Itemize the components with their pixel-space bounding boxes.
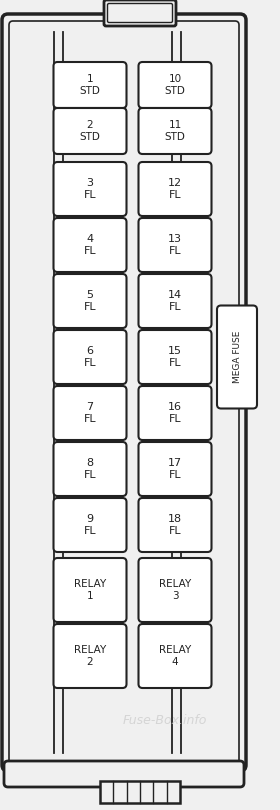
Text: MEGA FUSE: MEGA FUSE	[232, 330, 241, 383]
FancyBboxPatch shape	[139, 274, 211, 328]
Text: 11
STD: 11 STD	[165, 120, 185, 142]
FancyBboxPatch shape	[53, 218, 127, 272]
Text: 6
FL: 6 FL	[84, 346, 96, 368]
FancyBboxPatch shape	[53, 274, 127, 328]
FancyBboxPatch shape	[139, 442, 211, 496]
FancyBboxPatch shape	[139, 386, 211, 440]
FancyBboxPatch shape	[139, 624, 211, 688]
Text: 7
FL: 7 FL	[84, 402, 96, 424]
FancyBboxPatch shape	[2, 14, 246, 771]
FancyBboxPatch shape	[53, 624, 127, 688]
Text: 18
FL: 18 FL	[168, 514, 182, 536]
FancyBboxPatch shape	[104, 0, 176, 26]
FancyBboxPatch shape	[217, 305, 257, 408]
Text: 2
STD: 2 STD	[80, 120, 101, 142]
Text: 3
FL: 3 FL	[84, 178, 96, 200]
FancyBboxPatch shape	[139, 498, 211, 552]
Text: 15
FL: 15 FL	[168, 346, 182, 368]
FancyBboxPatch shape	[139, 218, 211, 272]
FancyBboxPatch shape	[139, 330, 211, 384]
Text: Fuse-Box.info: Fuse-Box.info	[123, 714, 207, 727]
Text: 5
FL: 5 FL	[84, 290, 96, 312]
FancyBboxPatch shape	[139, 558, 211, 622]
Text: RELAY
2: RELAY 2	[74, 645, 106, 667]
FancyBboxPatch shape	[139, 108, 211, 154]
Text: 9
FL: 9 FL	[84, 514, 96, 536]
FancyBboxPatch shape	[53, 162, 127, 216]
FancyBboxPatch shape	[139, 162, 211, 216]
Text: RELAY
4: RELAY 4	[159, 645, 191, 667]
Text: 10
STD: 10 STD	[165, 74, 185, 96]
FancyBboxPatch shape	[100, 781, 180, 803]
Text: 14
FL: 14 FL	[168, 290, 182, 312]
Text: 13
FL: 13 FL	[168, 234, 182, 256]
Text: RELAY
3: RELAY 3	[159, 579, 191, 601]
FancyBboxPatch shape	[4, 761, 244, 787]
FancyBboxPatch shape	[53, 330, 127, 384]
FancyBboxPatch shape	[53, 442, 127, 496]
Text: 16
FL: 16 FL	[168, 402, 182, 424]
FancyBboxPatch shape	[139, 62, 211, 108]
Text: 1
STD: 1 STD	[80, 74, 101, 96]
FancyBboxPatch shape	[53, 62, 127, 108]
Text: 17
FL: 17 FL	[168, 458, 182, 480]
Text: 4
FL: 4 FL	[84, 234, 96, 256]
FancyBboxPatch shape	[53, 108, 127, 154]
FancyBboxPatch shape	[53, 498, 127, 552]
Text: RELAY
1: RELAY 1	[74, 579, 106, 601]
FancyBboxPatch shape	[53, 386, 127, 440]
Text: 12
FL: 12 FL	[168, 178, 182, 200]
Text: 8
FL: 8 FL	[84, 458, 96, 480]
FancyBboxPatch shape	[53, 558, 127, 622]
